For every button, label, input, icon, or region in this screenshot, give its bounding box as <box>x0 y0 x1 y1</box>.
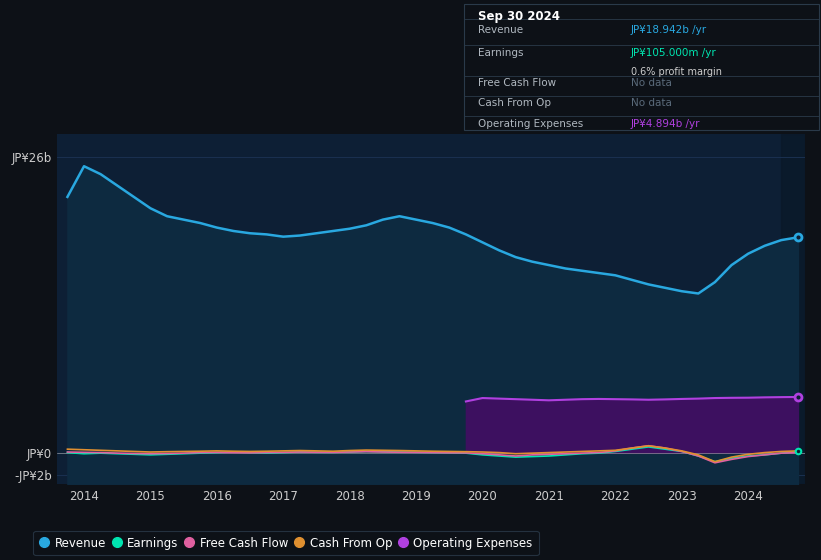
Text: JP¥18.942b /yr: JP¥18.942b /yr <box>631 25 707 35</box>
Bar <box>782 134 805 484</box>
Text: Free Cash Flow: Free Cash Flow <box>478 78 556 88</box>
Text: Operating Expenses: Operating Expenses <box>478 119 584 129</box>
Text: No data: No data <box>631 99 672 109</box>
Text: Revenue: Revenue <box>478 25 523 35</box>
Text: Earnings: Earnings <box>478 48 524 58</box>
Text: 0.6% profit margin: 0.6% profit margin <box>631 67 722 77</box>
Text: JP¥4.894b /yr: JP¥4.894b /yr <box>631 119 700 129</box>
Text: Cash From Op: Cash From Op <box>478 99 551 109</box>
Text: No data: No data <box>631 78 672 88</box>
Text: Sep 30 2024: Sep 30 2024 <box>478 10 560 23</box>
Text: JP¥105.000m /yr: JP¥105.000m /yr <box>631 48 717 58</box>
Legend: Revenue, Earnings, Free Cash Flow, Cash From Op, Operating Expenses: Revenue, Earnings, Free Cash Flow, Cash … <box>34 531 539 556</box>
